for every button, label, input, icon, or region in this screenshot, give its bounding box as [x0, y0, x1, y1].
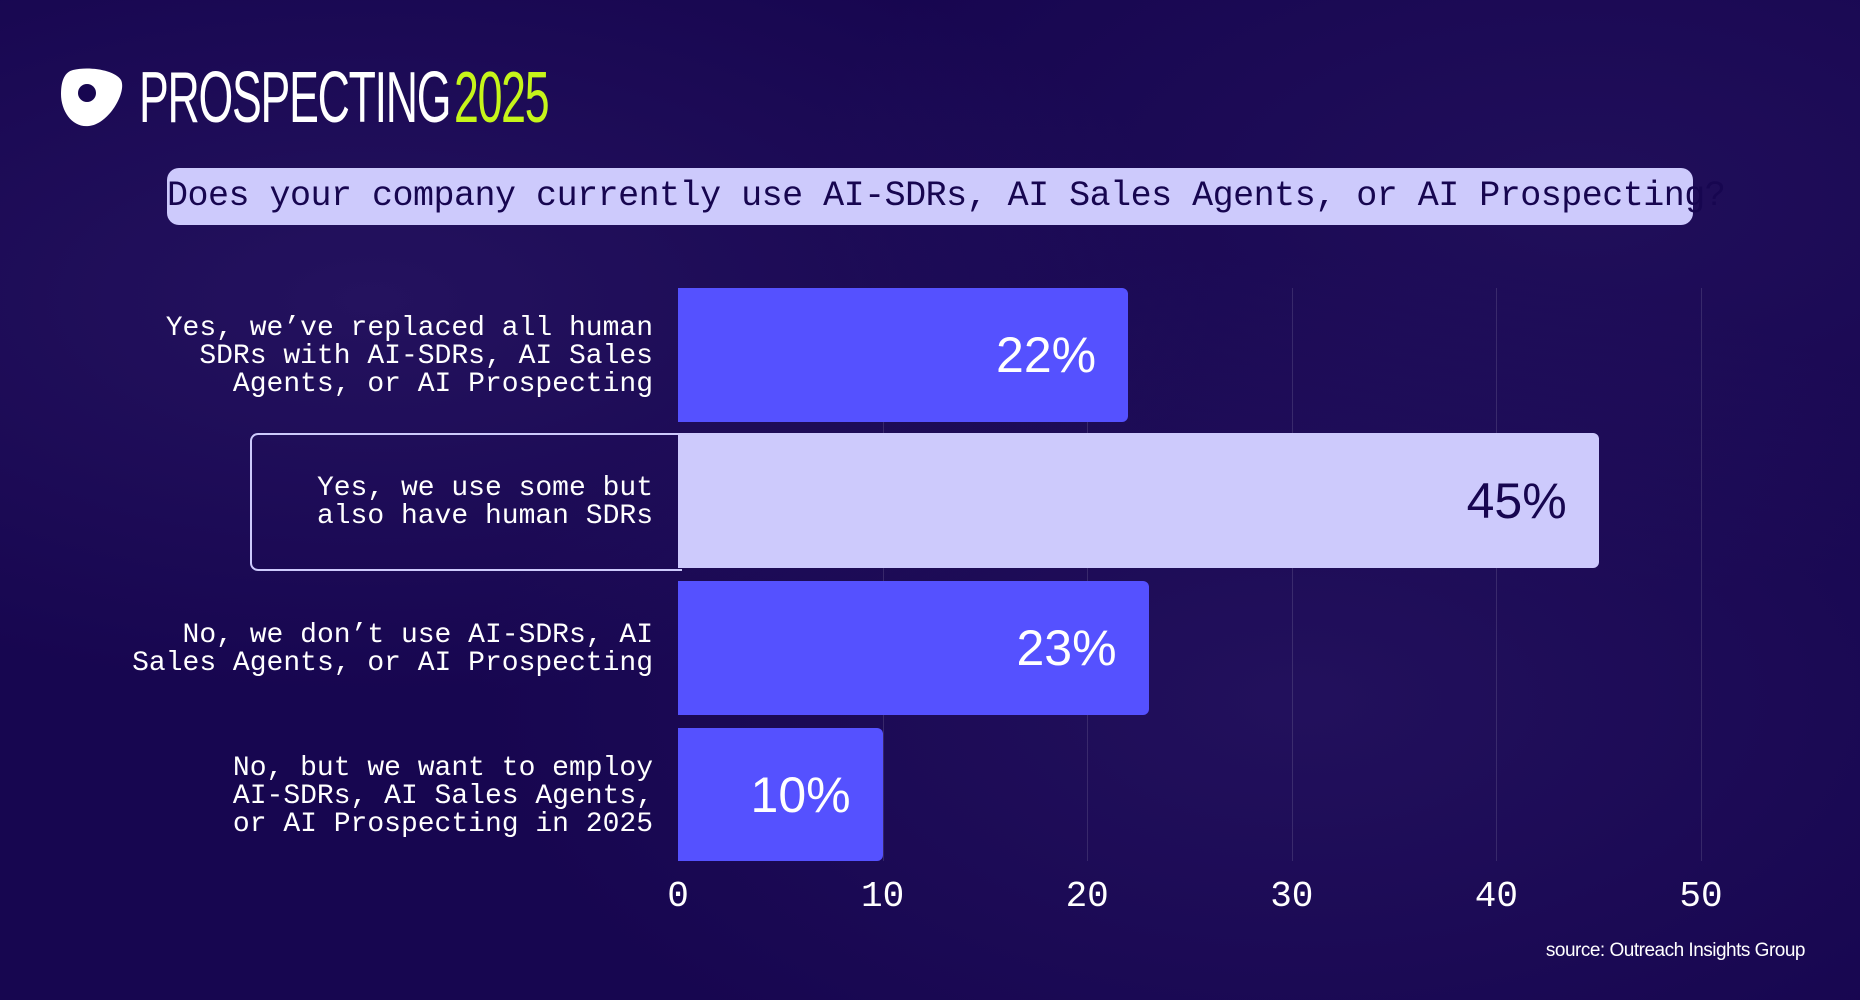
- bar-value-label: 45%: [1466, 472, 1567, 529]
- bar-value-label: 10%: [750, 766, 851, 823]
- x-tick-label: 50: [1679, 876, 1723, 917]
- category-label: No, but we want to employ AI-SDRs, AI Sa…: [232, 752, 653, 840]
- brand-year: 2025: [454, 58, 550, 138]
- x-tick-label: 10: [860, 876, 905, 917]
- category-label: Yes, we use some but also have human SDR…: [316, 472, 653, 532]
- gridline: [1291, 288, 1293, 861]
- bar: 22%: [678, 288, 1129, 422]
- category-label: Yes, we’ve replaced all human SDRs with …: [165, 313, 653, 400]
- x-tick-label: 40: [1474, 876, 1518, 917]
- bar: 45%: [678, 433, 1599, 568]
- bar-value-label: 23%: [1016, 620, 1117, 676]
- highlight-outline: [250, 433, 682, 571]
- brand-title: PROSPECTING2025: [139, 62, 550, 134]
- gridline: [882, 288, 884, 861]
- outreach-logo-icon: [61, 68, 123, 127]
- gridline: [1496, 288, 1498, 861]
- question-banner: Does your company currently use AI-SDRs,…: [167, 168, 1726, 225]
- x-tick-label: 20: [1065, 876, 1109, 917]
- category-label: No, we don’t use AI-SDRs, AI Sales Agent…: [132, 620, 653, 679]
- bar: 10%: [678, 728, 883, 861]
- gridline: [1087, 288, 1089, 861]
- x-tick-label: 30: [1270, 876, 1314, 917]
- bar-value-label: 22%: [996, 327, 1097, 383]
- gridline: [1701, 288, 1702, 861]
- x-tick-label: 0: [667, 876, 689, 917]
- bar: 23%: [678, 581, 1149, 715]
- source-note: source: Outreach Insights Group: [1545, 940, 1806, 961]
- brand-word: PROSPECTING: [139, 58, 452, 138]
